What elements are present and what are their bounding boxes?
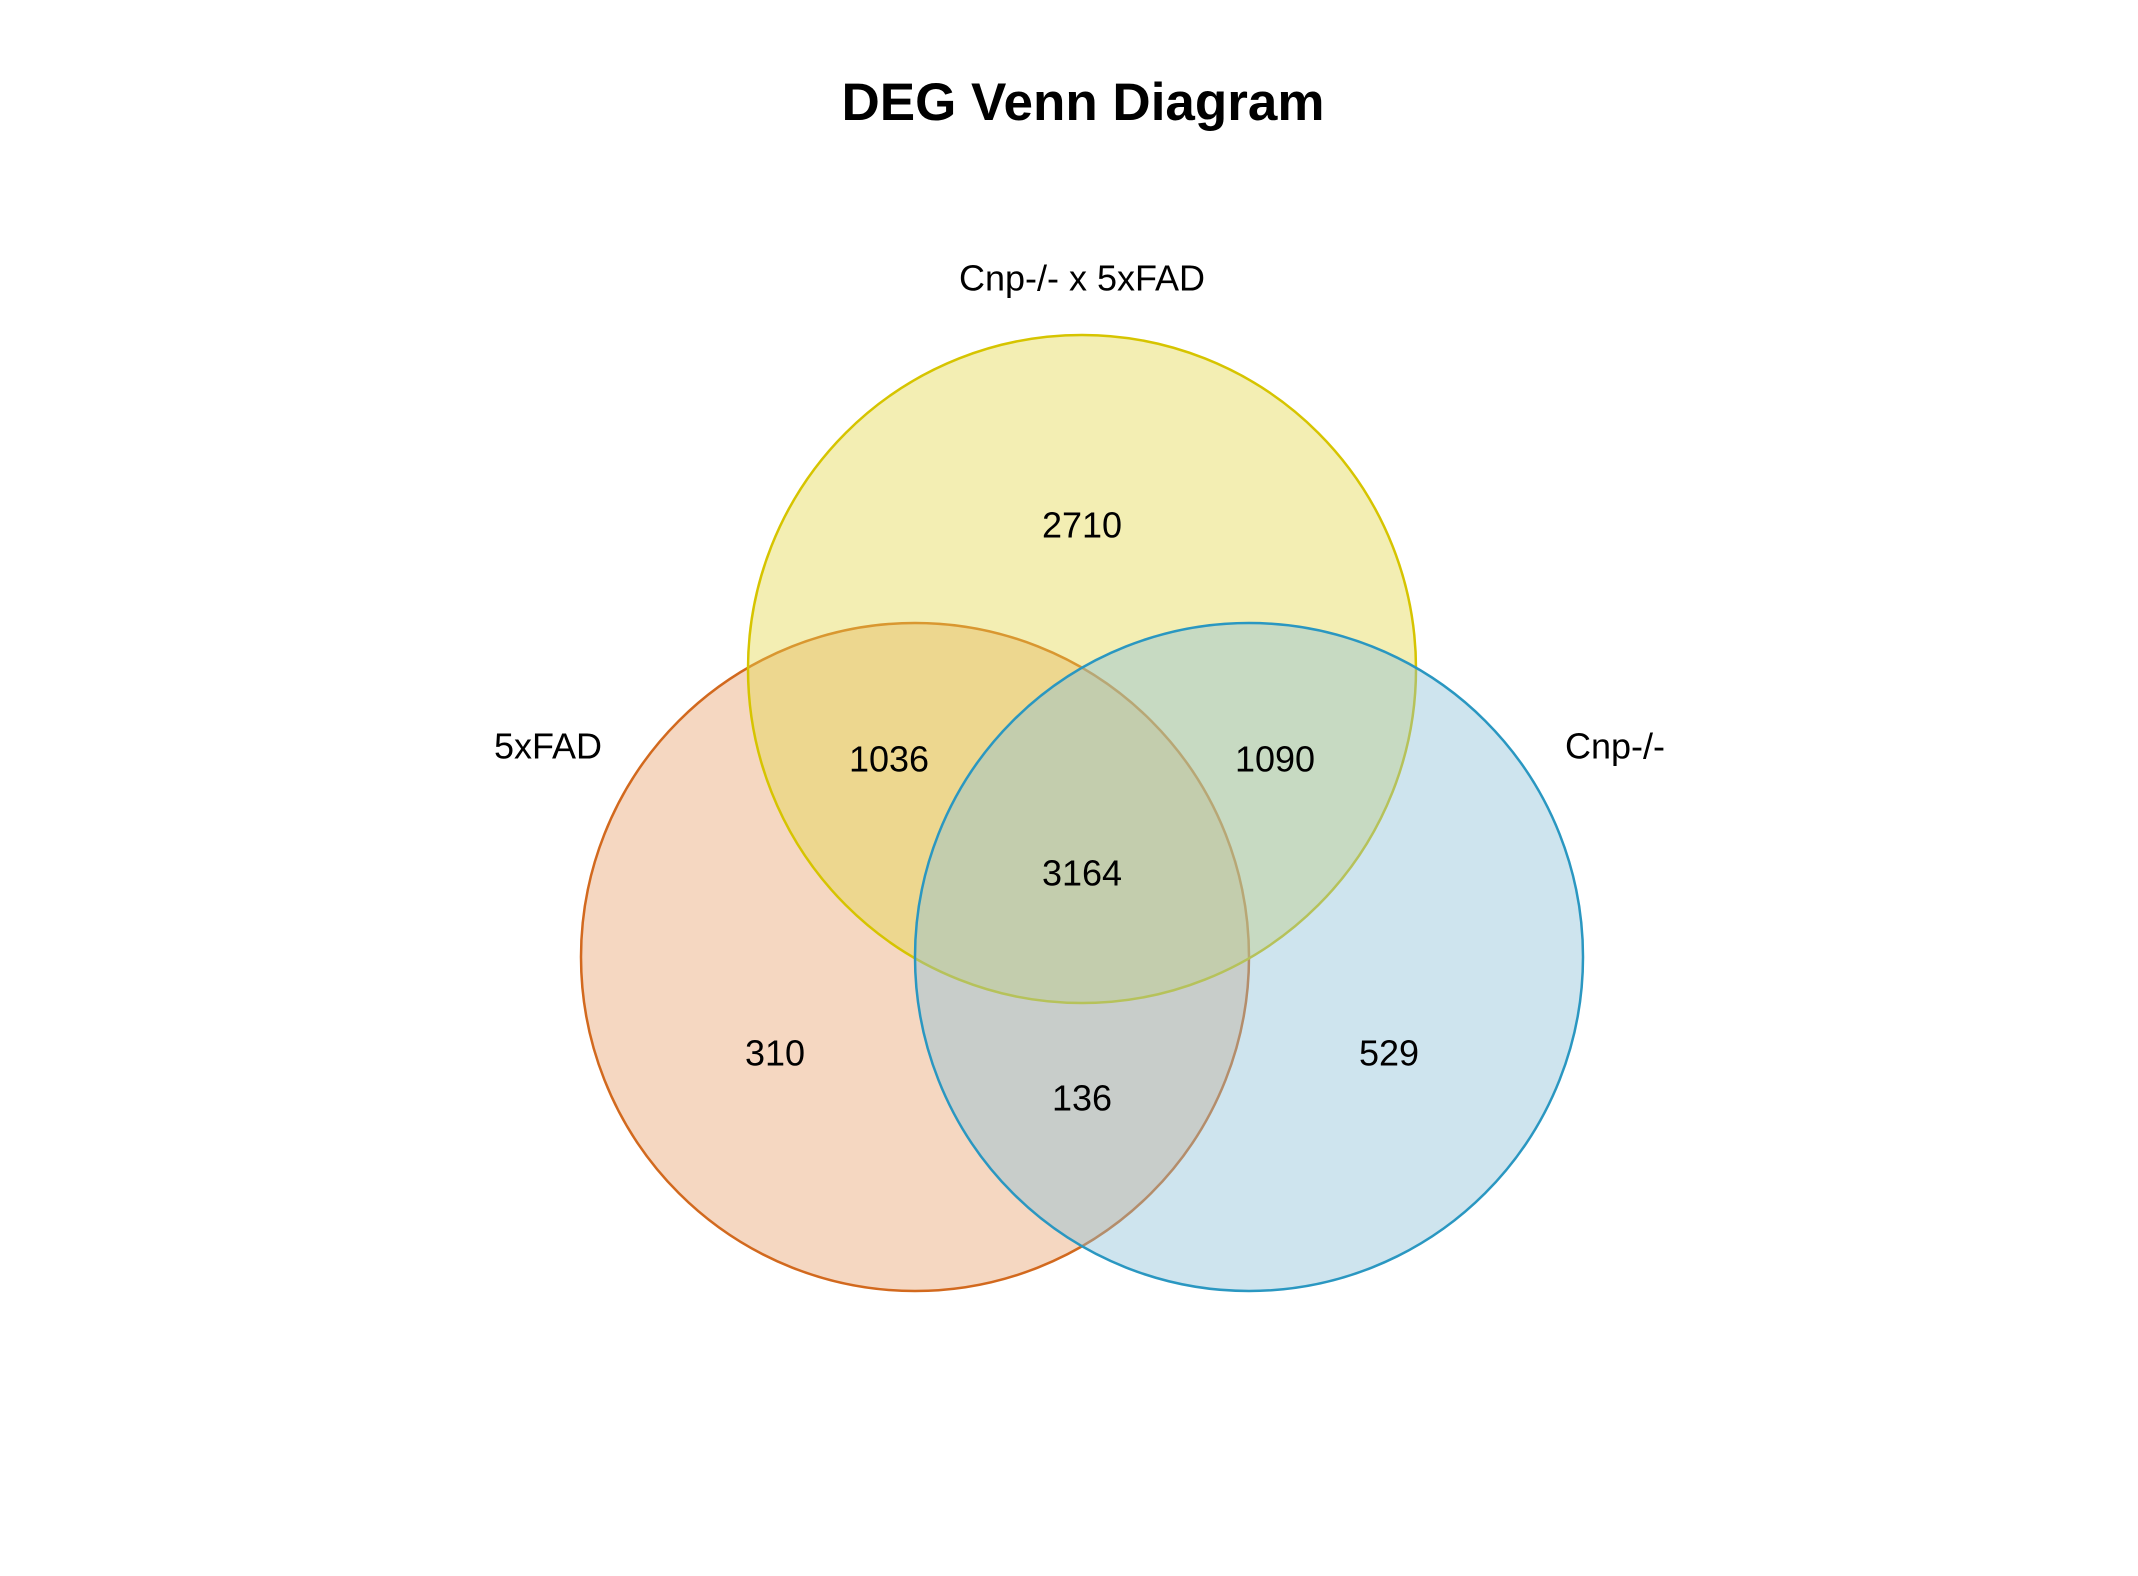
diagram-title: DEG Venn Diagram: [841, 73, 1324, 132]
set-label-5xfad: 5xFAD: [494, 726, 602, 767]
set-circle-cnp: [913, 621, 1585, 1293]
set-label-cnp-x-5xfad: Cnp-/- x 5xFAD: [959, 258, 1205, 299]
region-count-c-only: 529: [1359, 1033, 1419, 1074]
region-count-bc-only: 1090: [1235, 739, 1315, 780]
region-count-a-only: 310: [745, 1033, 805, 1074]
region-count-abc: 3164: [1042, 853, 1122, 894]
set-labels: 5xFAD Cnp-/- x 5xFAD Cnp-/-: [494, 258, 1665, 767]
region-count-ab-only: 1036: [849, 739, 929, 780]
set-label-cnp: Cnp-/-: [1565, 726, 1665, 767]
region-count-ac-only: 136: [1052, 1078, 1112, 1119]
region-count-b-only: 2710: [1042, 505, 1122, 546]
set-circles: [579, 333, 1585, 1293]
region-counts: 2710 1036 1090 3164 310 136 529: [745, 505, 1419, 1119]
